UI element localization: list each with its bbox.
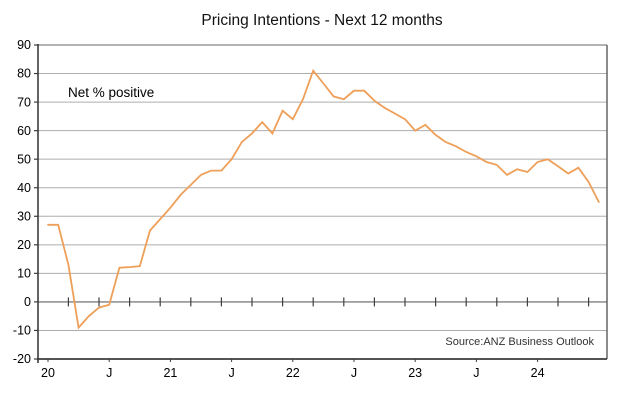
y-axis-tick-label: 20 [17,238,31,252]
axes-group [34,44,608,363]
x-axis-tick-label: J [473,366,479,380]
y-axis-tick-label: -10 [13,324,31,338]
pricing-intentions-line [47,68,600,330]
y-axis-tick-label: -20 [13,352,31,366]
y-axis-tick-label: 40 [17,181,31,195]
net-percent-positive-label: Net % positive [68,85,154,100]
y-axis-tick-label: 60 [17,124,31,138]
y-axis-tick-label: 10 [17,267,31,281]
axis-labels-group: 90 80 70 60 50 40 30 20 10 0 -10 -20 20 J 21 J 22 J 23 J 24 [13,38,545,380]
x-axis-tick-label: 20 [41,366,55,380]
y-axis-tick-label: 90 [17,38,31,52]
gridlines-group [38,73,607,331]
y-axis-tick-label: 0 [24,295,31,309]
x-axis-tick-label: 24 [531,366,545,380]
y-axis-tick-label: 30 [17,209,31,223]
series-group [47,68,600,330]
source-credit-label: Source:ANZ Business Outlook [445,336,594,348]
x-axis-tick-label: J [106,366,112,380]
x-axis-tick-label: 21 [163,366,177,380]
y-axis-tick-label: 50 [17,152,31,166]
x-axis-tick-label: J [228,366,234,380]
y-axis-tick-label: 80 [17,67,31,81]
x-axis-tick-label: 22 [286,366,300,380]
x-axis-tick-label: J [351,366,357,380]
y-axis-tick-label: 70 [17,95,31,109]
x-axis-tick-label: 23 [408,366,422,380]
chart-title: Pricing Intentions - Next 12 months [201,12,442,29]
